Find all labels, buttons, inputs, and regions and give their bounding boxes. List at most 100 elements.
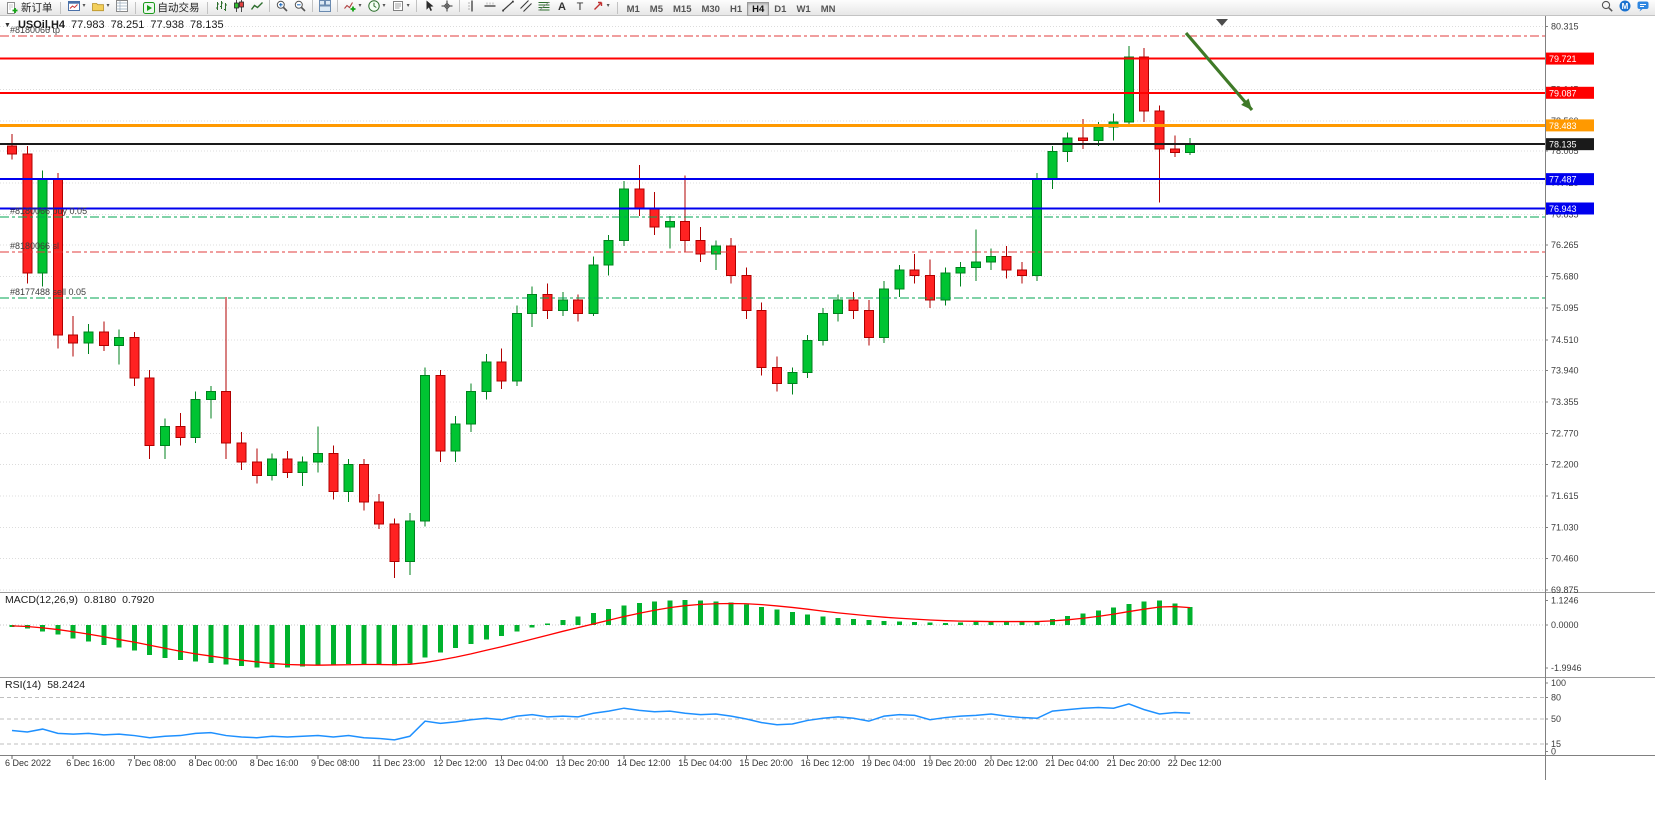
line-chart-button[interactable] (248, 0, 266, 13)
macd-scale-label: 0.0000 (1551, 620, 1579, 630)
time-axis-label: 21 Dec 20:00 (1107, 758, 1161, 768)
channel-button[interactable] (517, 0, 535, 13)
pivot-line-price-badge-text: 78.483 (1549, 121, 1577, 131)
rsi-line (11, 703, 1191, 741)
timeframe-m1-button[interactable]: M1 (622, 2, 645, 16)
chart-shift-marker[interactable] (1216, 19, 1228, 26)
dropdown-caret-icon: ▾ (382, 3, 386, 9)
new-order-button[interactable]: 新订单 (3, 1, 56, 15)
zoom-in-button[interactable] (273, 0, 291, 13)
cursor-button[interactable] (420, 0, 438, 13)
timeframe-d1-button[interactable]: D1 (769, 2, 791, 16)
svg-text:T: T (576, 1, 583, 12)
trendline-icon (501, 0, 514, 12)
symbol-timeframe: USOil,H4 (17, 19, 66, 31)
price-chart-canvas[interactable]: #8180066 tp #8180066 buy 0.05 #8180066 sl #… (0, 16, 1655, 820)
zoom-out-icon (294, 0, 306, 12)
timeframe-m15-button[interactable]: M15 (668, 2, 696, 16)
price-axis-label: 73.355 (1551, 397, 1579, 407)
community-button[interactable]: M (1616, 0, 1634, 13)
time-axis-label: 19 Dec 04:00 (862, 758, 916, 768)
chart-window-button[interactable]: ▾ (65, 0, 89, 13)
macd-scale-label: -1.9946 (1551, 663, 1582, 673)
indicators-button[interactable]: ▾ (341, 0, 365, 13)
vertical-line-button[interactable] (463, 0, 481, 13)
price-axis-label: 70.460 (1551, 553, 1579, 563)
search-button[interactable] (1598, 0, 1616, 13)
tile-windows-icon (318, 0, 331, 12)
pivot-line-price-badge (1546, 119, 1594, 132)
price-axis-label: 74.510 (1551, 335, 1579, 345)
rsi-value: 58.2424 (47, 679, 86, 691)
time-axis[interactable]: 6 Dec 2022 6 Dec 16:00 7 Dec 08:00 8 Dec 00… (5, 755, 1221, 768)
annotations-layer[interactable] (1184, 19, 1254, 112)
timeframe-m5-button[interactable]: M5 (645, 2, 668, 16)
price-scale[interactable]: 80.31579.73079.14578.56078.00577.42076.8… (0, 16, 1655, 780)
timeframe-m30-button[interactable]: M30 (696, 2, 724, 16)
community-icon: M (1619, 0, 1631, 12)
dropdown-caret-icon: ▾ (106, 3, 110, 9)
time-axis-label: 8 Dec 00:00 (189, 758, 238, 768)
resistance-line-2-price-badge-text: 79.087 (1549, 88, 1577, 98)
horizontal-line-button[interactable] (481, 0, 499, 13)
market-watch-button[interactable] (113, 0, 131, 13)
candlestick-series (7, 46, 1196, 578)
resistance-line-2-price-badge (1546, 86, 1594, 99)
arrows-button[interactable]: ▾ (589, 0, 613, 13)
periods-icon (367, 0, 380, 12)
svg-text:M: M (1622, 1, 1629, 10)
horizontal-lines-layer[interactable]: #8180066 tp #8180066 buy 0.05 #8180066 sl #… (0, 25, 1545, 299)
crosshair-button[interactable] (438, 0, 456, 13)
zoom-in-icon (276, 0, 288, 12)
periods-button[interactable]: ▾ (365, 0, 389, 13)
trend-arrow-annotation[interactable] (1184, 31, 1254, 112)
zoom-out-button[interactable] (291, 0, 309, 13)
templates-button[interactable]: ▾ (389, 0, 413, 13)
macd-value-signal: 0.7920 (122, 594, 155, 606)
one-click-trading-arrow-icon[interactable]: ▼ (4, 21, 11, 29)
tile-windows-button[interactable] (316, 0, 334, 13)
horizontal-line-icon (484, 0, 496, 12)
time-axis-label: 8 Dec 16:00 (250, 758, 299, 768)
time-axis-label: 19 Dec 20:00 (923, 758, 977, 768)
time-axis-label: 9 Dec 08:00 (311, 758, 360, 768)
autotrade-button[interactable]: 自动交易 (140, 1, 203, 15)
rsi-scale-label: 80 (1551, 692, 1561, 702)
candles-chart-icon (233, 0, 245, 12)
rsi-scale-label: 100 (1551, 678, 1566, 688)
profiles-button[interactable]: ▾ (89, 0, 113, 13)
sell-order-line-label: #8177488 sell 0.05 (10, 287, 86, 297)
toolbar-separator (415, 0, 417, 12)
candles-chart-button[interactable] (230, 0, 248, 13)
crosshair-icon (441, 0, 453, 12)
chart-area[interactable]: #8180066 tp #8180066 buy 0.05 #8180066 sl #… (0, 16, 1655, 820)
timeframe-h1-button[interactable]: H1 (725, 2, 747, 16)
price-axis-label: 75.095 (1551, 303, 1579, 313)
resistance-line-1-price-badge (1546, 52, 1594, 65)
price-axis-label: 72.200 (1551, 459, 1579, 469)
dropdown-caret-icon: ▾ (358, 3, 362, 9)
time-axis-label: 16 Dec 12:00 (801, 758, 855, 768)
label-button[interactable]: T (571, 0, 589, 13)
right-buttons-group: M (1598, 0, 1652, 17)
trendline-button[interactable] (499, 0, 517, 13)
timeframe-mn-button[interactable]: MN (816, 2, 841, 16)
fibonacci-button[interactable] (535, 0, 553, 13)
main-toolbar: 新订单 ▾ ▾ 自动交易 ▾ ▾ ▾ A T ▾ M1 M5 M15 M30 H1 H4 D1 W1 MN … (0, 0, 1655, 16)
autotrade-label: 自动交易 (157, 2, 200, 14)
new-order-icon (6, 1, 18, 14)
bars-chart-button[interactable] (212, 0, 230, 13)
timeframe-h4-button[interactable]: H4 (747, 2, 770, 16)
bars-chart-icon (215, 0, 227, 12)
text-button[interactable]: A (553, 0, 571, 13)
chat-button[interactable] (1634, 0, 1652, 13)
toolbar-separator (59, 1, 61, 14)
price-low: 77.938 (150, 19, 184, 31)
time-axis-label: 15 Dec 04:00 (678, 758, 732, 768)
rsi-scale-label: 50 (1551, 714, 1561, 724)
toolbar-separator (311, 0, 313, 12)
price-high: 78.251 (110, 19, 145, 31)
time-axis-label: 21 Dec 04:00 (1045, 758, 1099, 768)
timeframe-w1-button[interactable]: W1 (791, 2, 815, 16)
